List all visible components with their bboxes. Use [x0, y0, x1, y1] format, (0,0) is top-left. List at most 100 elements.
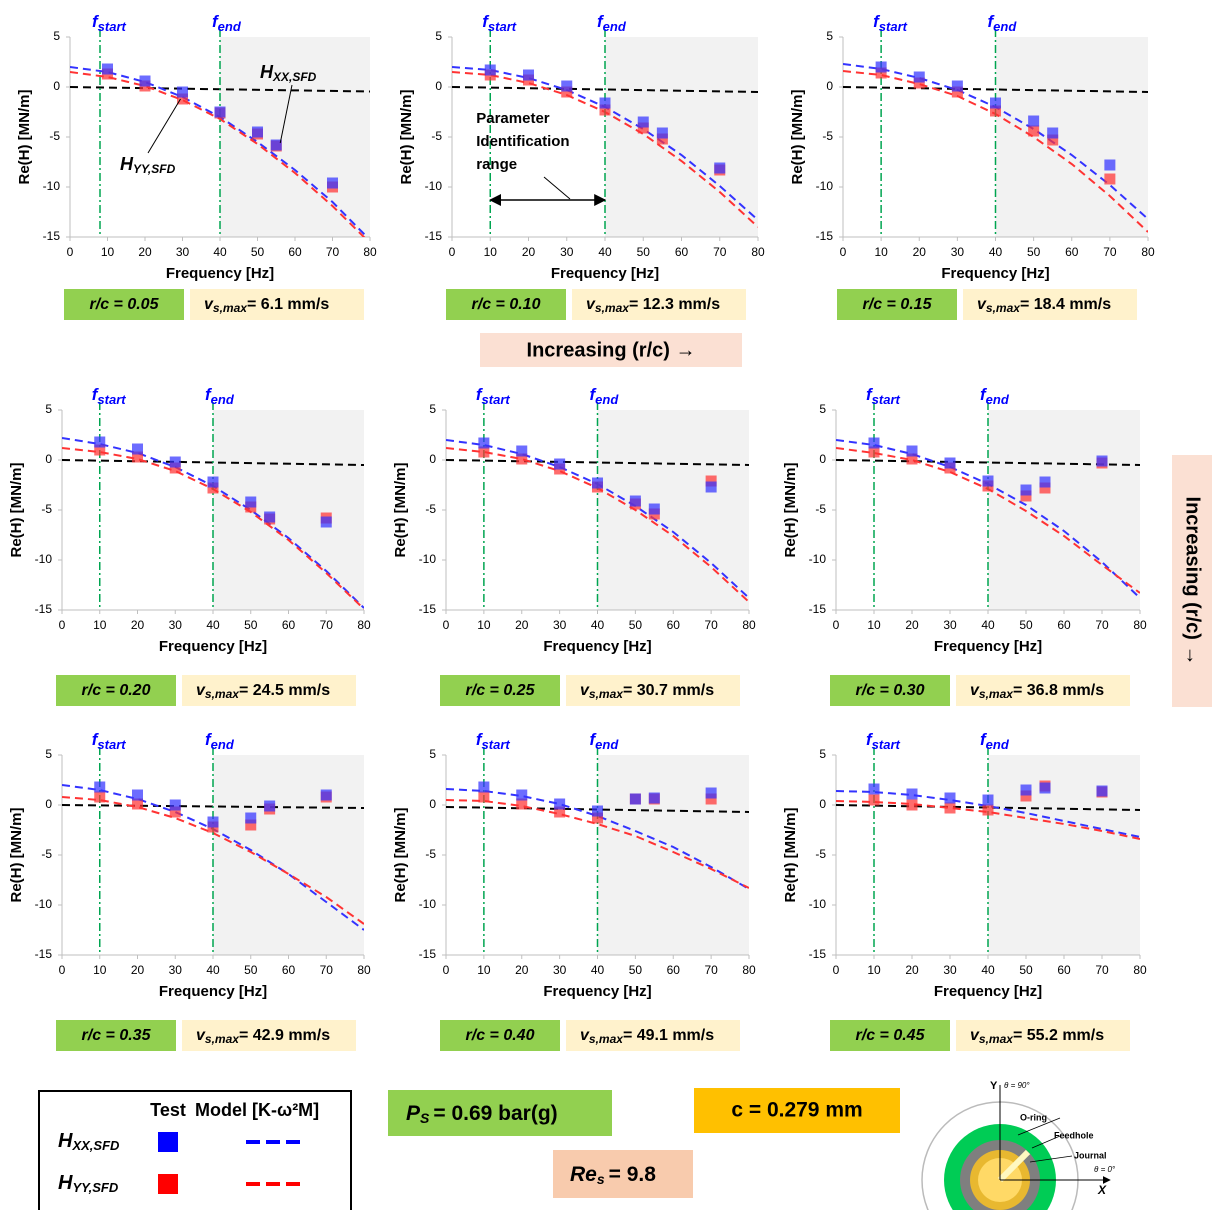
test-point	[705, 787, 717, 799]
text-rest: = 30.7 mm/s	[623, 682, 714, 699]
x-tick-label: 70	[320, 618, 334, 632]
test-point	[207, 482, 219, 494]
x-tick-label: 20	[913, 245, 927, 259]
test-point	[648, 792, 660, 804]
text-sub: s,max	[979, 687, 1014, 701]
y-axis-label: Re(H) [MN/m]	[782, 808, 799, 903]
diagram-label: Journal	[1074, 1150, 1107, 1160]
text-main: v	[977, 296, 987, 313]
text-main: f	[980, 385, 988, 404]
y-tick-label: -5	[41, 502, 52, 516]
text-sub: s,max	[213, 301, 248, 315]
model-line	[62, 804, 364, 809]
test-point	[270, 139, 282, 151]
test-point	[705, 481, 717, 493]
test-point	[1020, 784, 1032, 796]
x-axis-label: Frequency [Hz]	[941, 265, 1049, 282]
plot-area	[446, 788, 749, 890]
v-box	[566, 675, 740, 706]
ps-text: PS = 0.69 bar(g)	[406, 1102, 558, 1126]
x-tick-label: 80	[363, 245, 377, 259]
v-box	[182, 675, 356, 706]
test-point	[982, 794, 994, 806]
rc-text: r/c = 0.10	[472, 296, 541, 313]
text-main: H	[58, 1172, 73, 1194]
x-tick-label: 0	[833, 963, 840, 977]
test-point	[1104, 159, 1116, 171]
text-main: f	[873, 12, 881, 31]
test-point	[516, 453, 528, 465]
diagram-label: θ = 0°	[1094, 1165, 1116, 1174]
text-sub: start	[482, 737, 511, 752]
x-tick-label: 70	[704, 963, 718, 977]
x-tick-label: 20	[905, 963, 919, 977]
v-box	[566, 1020, 740, 1051]
x-tick-label: 0	[449, 245, 456, 259]
test-point	[169, 799, 181, 811]
frequency-label: fstart	[92, 385, 127, 407]
rc-text: r/c = 0.15	[863, 296, 933, 313]
test-point	[139, 75, 151, 87]
text-main: H	[260, 62, 274, 82]
model-line	[446, 459, 749, 466]
legend-header: Test	[150, 1100, 186, 1120]
test-point	[1028, 125, 1040, 137]
x-tick-label: 80	[357, 618, 371, 632]
diagram-label: O-ring	[1020, 1112, 1047, 1122]
x-axis-label: Frequency [Hz]	[543, 638, 651, 655]
text-main: f	[590, 730, 598, 749]
frequency-label: fend	[590, 385, 620, 407]
x-tick-label: 40	[981, 618, 995, 632]
x-tick-label: 40	[598, 245, 612, 259]
y-axis-label: Re(H) [MN/m]	[789, 90, 806, 185]
test-point	[629, 495, 641, 507]
text-sub: start	[97, 392, 126, 407]
frequency-label: fend	[988, 12, 1018, 34]
test-point	[1047, 127, 1059, 139]
text-rest: = 36.8 mm/s	[1013, 682, 1104, 699]
test-point	[868, 783, 880, 795]
y-tick-label: -5	[431, 129, 442, 143]
test-point	[599, 97, 611, 109]
frequency-label: fstart	[482, 12, 517, 34]
frequency-label: fend	[205, 730, 235, 752]
model-line	[836, 459, 1140, 466]
y-tick-label: 0	[435, 79, 442, 93]
frequency-label: fstart	[476, 730, 511, 752]
y-tick-label: -5	[815, 847, 826, 861]
test-point	[327, 177, 338, 189]
test-point	[1047, 134, 1059, 146]
rc-text: r/c = 0.45	[856, 1027, 926, 1044]
shaded-region	[213, 410, 364, 610]
text-sub: XX,SFD	[71, 1138, 120, 1153]
test-point	[169, 462, 181, 474]
shaded-region	[597, 755, 749, 955]
test-point	[1096, 455, 1108, 467]
test-point	[906, 445, 918, 457]
test-point	[320, 516, 332, 528]
diagram-label: θ = 90°	[1004, 1081, 1030, 1090]
test-point	[913, 71, 925, 83]
y-tick-label: 0	[53, 79, 60, 93]
x-tick-label: 10	[867, 963, 881, 977]
y-tick-label: -15	[419, 947, 437, 961]
frequency-label: fstart	[92, 730, 127, 752]
test-point	[592, 477, 603, 489]
y-tick-label: 5	[429, 402, 436, 416]
c-text: c = 0.279 mm	[731, 1099, 862, 1122]
annotation: range	[476, 156, 517, 173]
x-axis-label: Frequency [Hz]	[159, 983, 267, 1000]
parameters: PS = 0.69 bar(g) c = 0.279 mm Res = 9.8	[388, 1088, 900, 1198]
text-sub: end	[986, 392, 1010, 407]
x-axis-label: Frequency [Hz]	[166, 265, 274, 282]
test-point	[1039, 782, 1051, 794]
text-main: v	[580, 682, 590, 699]
y-axis-label: Re(H) [MN/m]	[8, 463, 25, 558]
rc-text: r/c = 0.40	[466, 1027, 535, 1044]
text-sub: s,max	[979, 1032, 1014, 1046]
test-point	[478, 781, 490, 793]
shaded-region	[220, 37, 370, 237]
